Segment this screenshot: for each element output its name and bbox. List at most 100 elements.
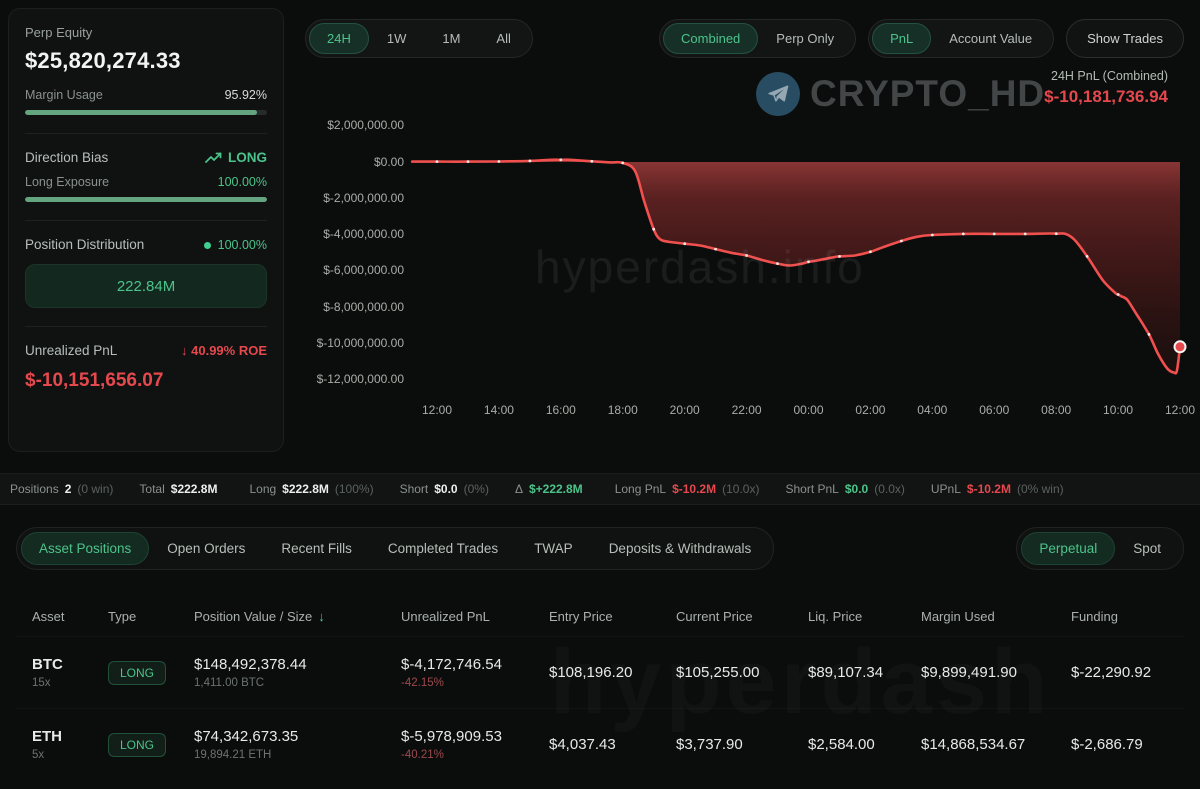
- header-position-value[interactable]: Position Value / Size ↓: [194, 608, 325, 624]
- mode-filter-perp-only[interactable]: Perp Only: [758, 23, 852, 54]
- show-trades-button[interactable]: Show Trades: [1066, 19, 1184, 58]
- long-exposure-bar: [25, 197, 267, 202]
- tab-completed-trades[interactable]: Completed Trades: [370, 532, 516, 565]
- position-size: 1,411.00 BTC: [194, 677, 265, 689]
- pnl-summary-value: $-10,181,736.94: [1044, 87, 1168, 106]
- tab-deposits-withdrawals[interactable]: Deposits & Withdrawals: [591, 532, 770, 565]
- positions-summary-bar: Positions 2 (0 win) Total $222.8M Long $222.…: [0, 473, 1200, 505]
- summary-upnl: UPnL $-10.2M (0% win): [930, 482, 1064, 496]
- table-row-eth[interactable]: ETH 5x LONG $74,342,673.35 19,894.21 ETH $…: [16, 708, 1184, 780]
- position-distribution-pct: 100.00%: [203, 238, 267, 252]
- header-entry-price[interactable]: Entry Price: [549, 608, 613, 624]
- header-asset[interactable]: Asset: [32, 608, 65, 624]
- metric-filter-account-value[interactable]: Account Value: [931, 23, 1050, 54]
- pnl-summary-header: 24H PnL (Combined) $-10,181,736.94: [1044, 69, 1168, 107]
- arrow-down-icon: ↓: [181, 343, 192, 358]
- y-axis-label: $-8,000,000.00: [323, 299, 404, 314]
- x-axis-label: 08:00: [1041, 403, 1072, 417]
- perp-equity-value: $25,820,274.33: [25, 48, 181, 73]
- time-filter-1w[interactable]: 1W: [369, 23, 425, 54]
- liq-price: $89,107.34: [808, 664, 884, 681]
- unrealized-pnl: $-4,172,746.54: [401, 656, 502, 673]
- metric-filter-group: PnL Account Value: [868, 19, 1055, 58]
- header-liq-price[interactable]: Liq. Price: [808, 608, 863, 624]
- summary-delta: Δ $+222.8M: [514, 482, 583, 496]
- x-axis-label: 12:00: [421, 403, 453, 417]
- header-unrealized-pnl[interactable]: Unrealized PnL: [401, 608, 490, 624]
- header-current-price[interactable]: Current Price: [676, 608, 753, 624]
- market-toggle: Perpetual Spot: [1016, 527, 1184, 570]
- header-margin-used[interactable]: Margin Used: [921, 608, 995, 624]
- table-tabs: Asset Positions Open Orders Recent Fills…: [16, 527, 775, 570]
- current-price: $3,737.90: [676, 736, 743, 753]
- chart-end-marker: [1173, 340, 1187, 354]
- chart-watermark: hyperdash.info: [535, 241, 865, 293]
- y-axis-label: $-6,000,000.00: [323, 263, 404, 278]
- perp-equity-label: Perp Equity: [25, 25, 93, 40]
- tab-twap[interactable]: TWAP: [516, 532, 591, 565]
- summary-positions: Positions 2 (0 win): [10, 482, 114, 496]
- tab-recent-fills[interactable]: Recent Fills: [263, 532, 370, 565]
- x-axis-label: 18:00: [607, 403, 638, 417]
- time-filter-24h[interactable]: 24H: [309, 23, 369, 54]
- current-price: $105,255.00: [676, 664, 760, 681]
- sort-desc-icon: ↓: [318, 608, 325, 624]
- asset-positions-table: Asset Type Position Value / Size ↓ Unreal…: [16, 596, 1184, 780]
- long-exposure-fill: [25, 197, 267, 202]
- time-filter-all[interactable]: All: [478, 23, 528, 54]
- y-axis-label: $-12,000,000.00: [316, 372, 404, 387]
- asset-symbol: ETH: [32, 728, 62, 745]
- position-type-badge: LONG: [108, 660, 167, 685]
- position-distribution-section: Position Distribution 100.00% 222.84M: [25, 220, 267, 326]
- mode-filter-combined[interactable]: Combined: [663, 23, 759, 54]
- summary-short: Short $0.0 (0%): [399, 482, 489, 496]
- margin-usage-bar: [25, 110, 267, 115]
- toggle-spot[interactable]: Spot: [1115, 532, 1179, 565]
- x-axis-label: 12:00: [1164, 403, 1195, 417]
- liq-price: $2,584.00: [808, 736, 875, 753]
- summary-long-pnl: Long PnL $-10.2M (10.0x): [614, 482, 760, 496]
- pnl-chart-plot[interactable]: [405, 112, 1188, 414]
- summary-long: Long $222.8M (100%): [249, 482, 374, 496]
- entry-price: $4,037.43: [549, 736, 616, 753]
- account-stats-panel: Perp Equity $25,820,274.33 Margin Usage …: [8, 8, 284, 452]
- header-funding[interactable]: Funding: [1071, 608, 1118, 624]
- header-type[interactable]: Type: [108, 608, 137, 624]
- trend-up-icon: [205, 152, 222, 163]
- position-distribution-box[interactable]: 222.84M: [25, 264, 267, 308]
- chart-controls: Combined Perp Only PnL Account Value Sho…: [659, 19, 1184, 58]
- long-exposure-label: Long Exposure: [25, 175, 110, 189]
- unrealized-pnl-section: Unrealized PnL ↓ 40.99% ROE $-10,151,656…: [25, 326, 267, 410]
- time-filter-1m[interactable]: 1M: [424, 23, 478, 54]
- funding: $-2,686.79: [1071, 736, 1143, 753]
- asset-leverage: 5x: [32, 749, 45, 761]
- x-axis-label: 20:00: [669, 403, 700, 417]
- x-axis-label: 16:00: [545, 403, 576, 417]
- unrealized-pnl-pct: -42.15%: [401, 677, 444, 689]
- green-dot-icon: [203, 241, 211, 249]
- position-distribution-label: Position Distribution: [25, 237, 145, 252]
- pnl-summary-label: 24H PnL (Combined): [1051, 69, 1168, 83]
- x-axis-label: 14:00: [483, 403, 514, 417]
- direction-bias-label: Direction Bias: [25, 150, 109, 165]
- position-type-badge: LONG: [108, 732, 167, 757]
- mode-filter-group: Combined Perp Only: [659, 19, 857, 58]
- metric-filter-pnl[interactable]: PnL: [872, 23, 932, 54]
- tab-open-orders[interactable]: Open Orders: [149, 532, 263, 565]
- x-axis-label: 04:00: [917, 403, 948, 417]
- table-row-btc[interactable]: BTC 15x LONG $148,492,378.44 1,411.00 BTC …: [16, 636, 1184, 708]
- roe-value: ↓ 40.99% ROE: [181, 343, 267, 358]
- unrealized-pnl: $-5,978,909.53: [401, 728, 502, 745]
- tab-asset-positions[interactable]: Asset Positions: [21, 532, 150, 565]
- x-axis-label: 22:00: [731, 403, 762, 417]
- time-filter-group: 24H 1W 1M All: [305, 19, 533, 58]
- unrealized-pnl-value: $-10,151,656.07: [25, 370, 164, 391]
- x-axis-label: 10:00: [1103, 403, 1134, 417]
- toggle-perpetual[interactable]: Perpetual: [1021, 532, 1116, 565]
- position-size: 19,894.21 ETH: [194, 749, 272, 761]
- margin-usage-fill: [25, 110, 258, 115]
- brand-watermark-text: CRYPTO_HD: [810, 73, 1046, 114]
- perp-equity-section: Perp Equity $25,820,274.33 Margin Usage …: [25, 9, 267, 133]
- y-axis-label: $2,000,000.00: [327, 118, 404, 133]
